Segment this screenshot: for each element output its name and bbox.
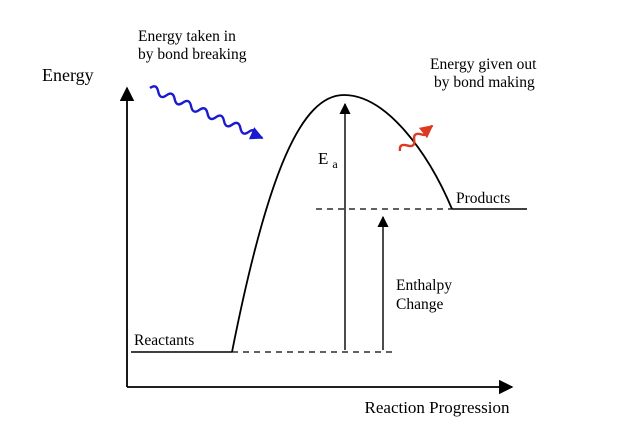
products-label: Products xyxy=(456,190,510,207)
y-axis-label: Energy xyxy=(42,65,94,85)
activation-energy-label: E a xyxy=(318,149,338,171)
energy-curve xyxy=(231,94,453,353)
bond-breaking-label-line2: by bond breaking xyxy=(138,46,247,63)
bond-breaking-wavy-arrow-group xyxy=(149,85,264,140)
bond-breaking-wavy-arrow xyxy=(149,85,264,140)
enthalpy-label-line2: Change xyxy=(396,296,443,313)
bond-making-wavy-arrow-group xyxy=(398,124,434,152)
activation-energy-label-main: E xyxy=(318,149,328,168)
bond-making-label-line1: Energy given out xyxy=(430,56,537,73)
reactants-label: Reactants xyxy=(134,332,194,349)
enthalpy-label-line1: Enthalpy xyxy=(396,277,452,294)
activation-energy-label-sub: a xyxy=(332,157,338,171)
bond-breaking-label-line1: Energy taken in xyxy=(138,28,236,45)
x-axis-label: Reaction Progression xyxy=(365,398,510,417)
bond-making-wavy-arrow xyxy=(398,124,434,152)
bond-making-label-line2: by bond making xyxy=(434,74,535,91)
